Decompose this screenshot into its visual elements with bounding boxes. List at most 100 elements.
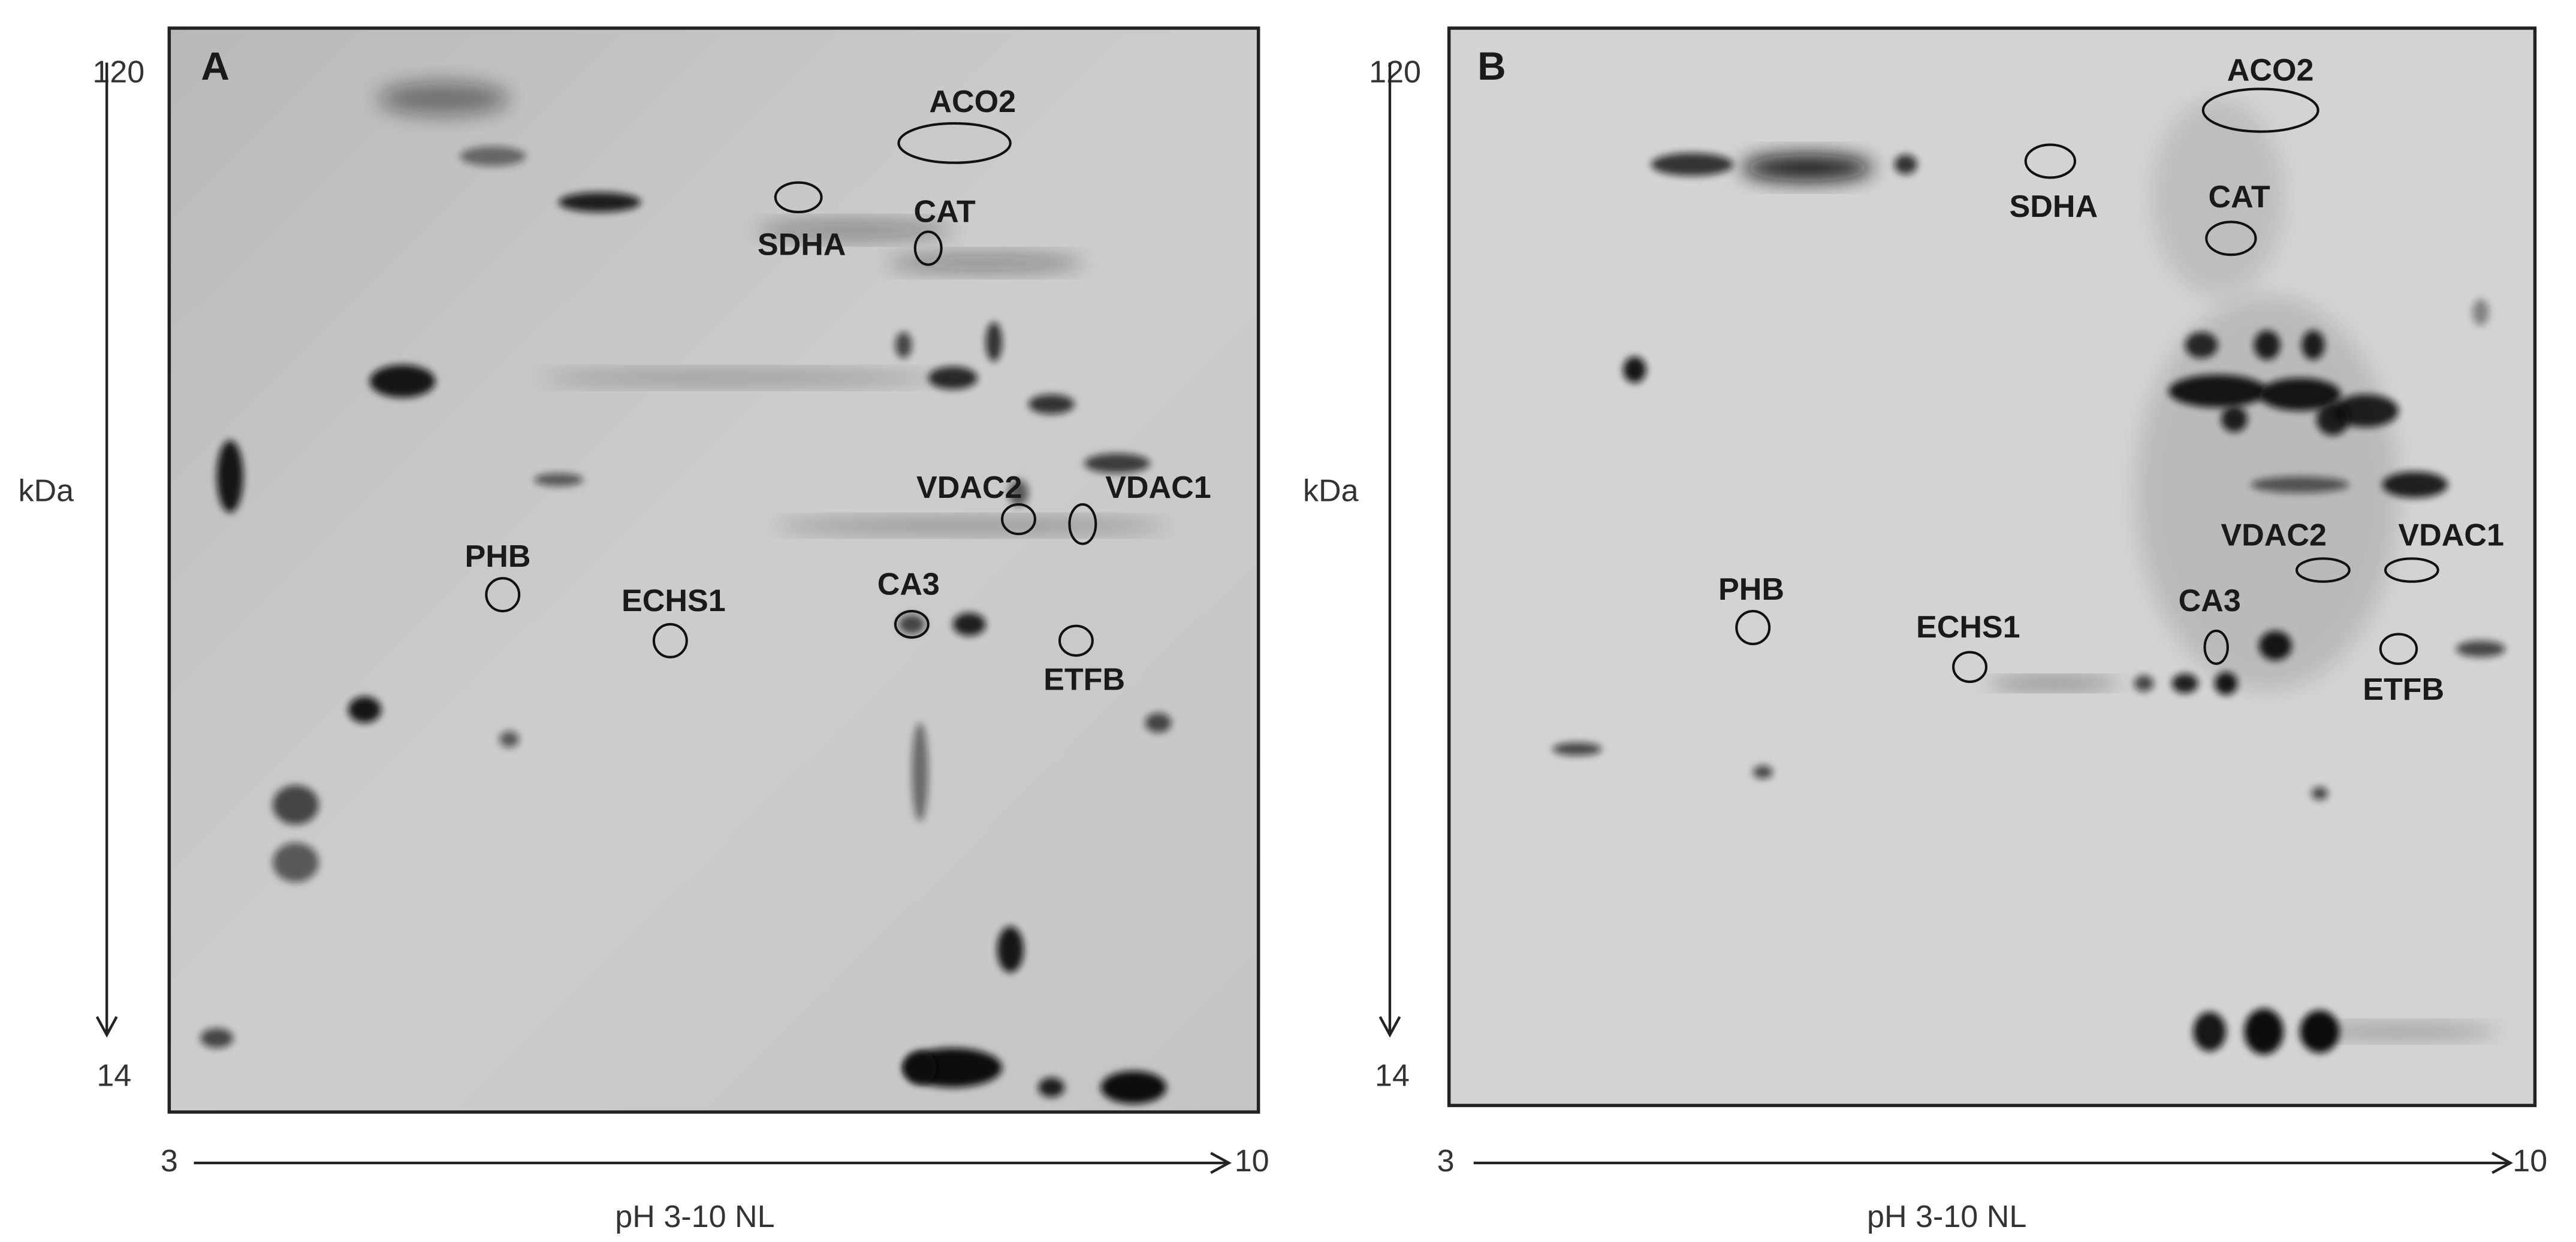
protein-label: VDAC2 [916,470,1022,505]
gel-spot [895,332,912,358]
gel-spot [1651,153,1733,176]
x-axis-left: 3 [1437,1144,1455,1178]
gel-spot [903,1051,937,1084]
gel-spot [928,366,978,390]
protein-label: ECHS1 [622,584,726,618]
gel-spot [2311,787,2328,800]
protein-label: ECHS1 [1916,610,2020,645]
gel-spot [887,255,1085,271]
protein-circle [913,230,943,266]
protein-label: CAT [914,194,976,229]
protein-label: SDHA [758,227,846,262]
protein-circle [1000,503,1036,536]
gel-spot [2382,472,2448,498]
protein-circle [2201,87,2319,133]
gel-spot [952,612,986,636]
panel-label: B [1477,44,1506,88]
gel-spot [2456,640,2506,657]
protein-label: VDAC1 [2398,518,2504,552]
gel-spot [533,473,584,486]
y-axis-title: kDa [1303,473,1359,508]
y-axis-top: 120 [1369,55,1421,89]
y-axis-top: 120 [92,55,144,89]
protein-label: SDHA [2010,189,2098,224]
gel-spot [1741,155,1873,181]
gel-spot [772,519,1167,533]
gel-spot [1009,479,1028,506]
gel-spot [1752,765,1773,779]
protein-circle [1068,503,1097,545]
gel-spot [912,723,928,821]
gel-spot [1100,1071,1167,1104]
panel-label: A [201,44,230,88]
protein-circle [2203,629,2229,665]
gel-spot [2244,1008,2284,1055]
gel-spot [1623,356,1646,383]
x-axis-title: pH 3-10 NL [615,1199,774,1234]
protein-circle [2379,633,2418,665]
gel-spot [558,192,641,212]
protein-label: ETFB [1043,663,1125,697]
gel-spot [1145,713,1172,733]
gel-spot [378,82,509,116]
gel-spot [369,364,436,398]
x-axis-left: 3 [161,1144,178,1178]
protein-circle [485,577,521,613]
protein-label: CA3 [877,567,940,602]
gel-spot [200,1028,234,1048]
y-axis-title: kDa [18,473,74,508]
gel-spot [1552,742,1602,756]
protein-circle [897,122,1012,164]
gel-spot [273,842,319,883]
protein-label: VDAC1 [1105,470,1211,505]
gel-spot [2472,299,2489,326]
x-axis-title: pH 3-10 NL [1867,1199,2026,1234]
protein-circle [652,622,688,658]
gel-spot [1038,1077,1065,1098]
protein-circle [894,609,930,639]
gel-spot [985,322,1003,362]
gel-spot [1084,453,1150,473]
protein-circle [2205,220,2257,256]
gel-spot [997,926,1024,973]
protein-label: PHB [1718,572,1784,607]
gel-spot [273,785,319,825]
gel-spot [1028,394,1075,415]
x-axis-right: 10 [1235,1144,1269,1178]
gel-spot [460,146,526,167]
protein-circle [2295,557,2351,583]
protein-circle [1735,609,1771,645]
gel-spot [898,614,925,634]
protein-circle [1058,624,1094,657]
gel-spots [200,82,2506,1104]
gel-spot [2171,673,2198,694]
gel-spot [542,371,937,385]
gel-spot [2193,1011,2227,1051]
gel-spot [348,696,381,723]
y-axis-bottom: 14 [96,1058,131,1093]
protein-circle [2384,557,2439,583]
gel-spot [755,222,953,238]
protein-label: ACO2 [2227,53,2314,88]
protein-circle [2024,143,2077,179]
protein-label: CAT [2208,180,2270,214]
protein-label: ETFB [2363,672,2444,707]
gel-spot [2135,295,2399,690]
protein-label: PHB [465,539,531,574]
gel-spot [2300,1025,2497,1038]
protein-label: CA3 [2179,584,2241,618]
protein-circle [774,181,823,214]
y-axis-bottom: 14 [1375,1058,1410,1093]
gel-a [167,26,1260,1114]
gel-spot [499,731,520,748]
protein-circle [1952,651,1988,683]
protein-label: VDAC2 [2221,518,2327,552]
gel-spot [1987,678,2119,688]
protein-label: ACO2 [929,84,1016,119]
x-axis-right: 10 [2512,1144,2547,1178]
gel-spot [1894,155,1917,174]
gel-spot [2134,675,2154,692]
gel-spot [216,440,243,513]
